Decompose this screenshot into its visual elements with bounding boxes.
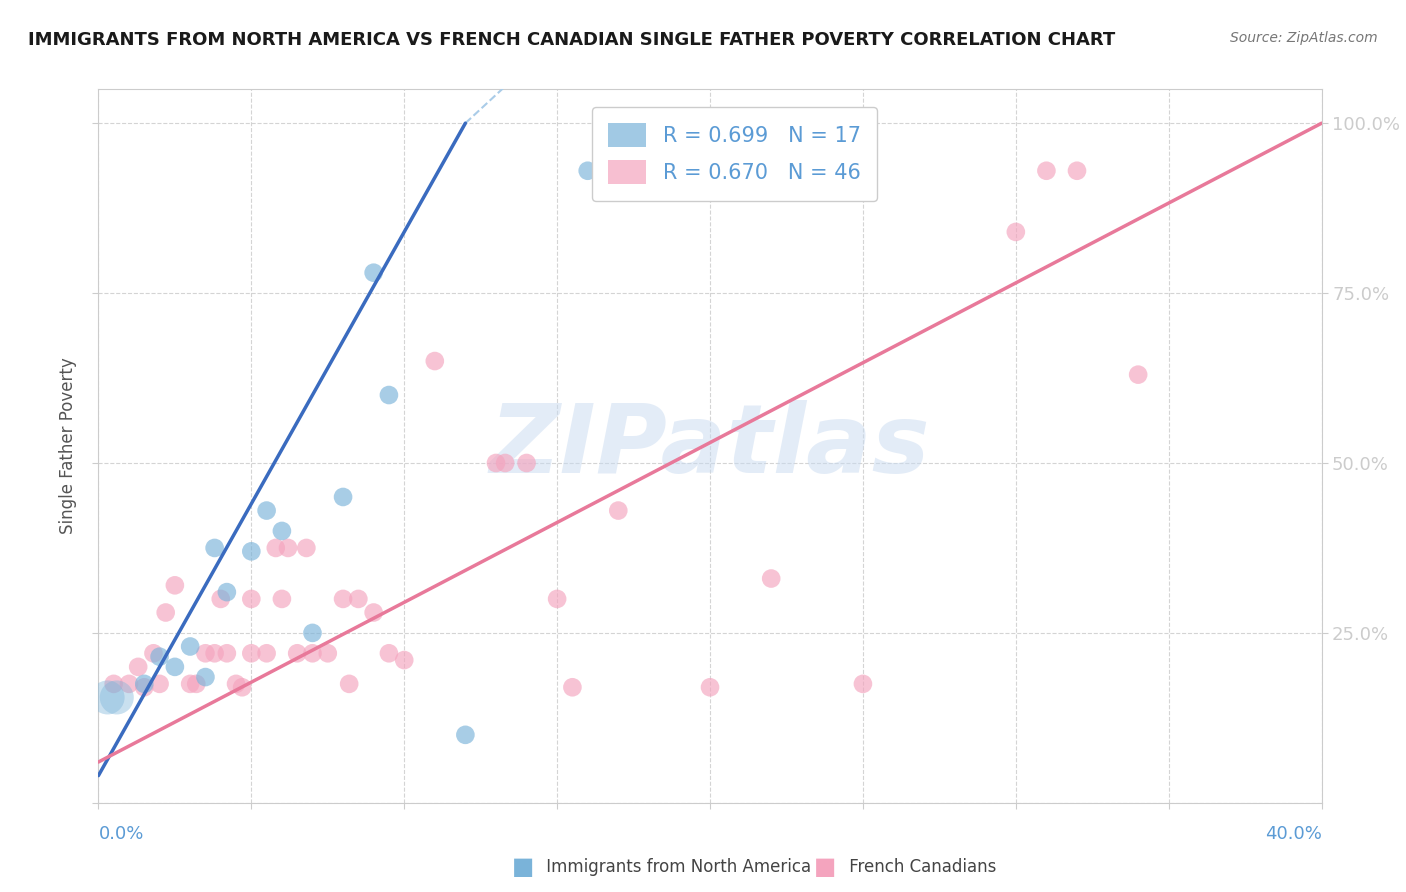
Point: [301, 646, 323, 660]
Point: [142, 646, 165, 660]
Point: [347, 591, 370, 606]
Point: [485, 456, 508, 470]
Point: [270, 591, 294, 606]
Point: [204, 646, 226, 660]
Text: 0.0%: 0.0%: [98, 825, 143, 843]
Point: [270, 524, 294, 538]
Point: [285, 646, 308, 660]
Point: [301, 626, 323, 640]
Point: [118, 677, 141, 691]
Point: [759, 572, 782, 586]
Y-axis label: Single Father Poverty: Single Father Poverty: [59, 358, 77, 534]
Point: [179, 640, 201, 654]
Point: [378, 388, 401, 402]
Point: [240, 591, 263, 606]
Point: [1035, 163, 1057, 178]
Point: [240, 544, 263, 558]
Point: [163, 660, 186, 674]
Point: [852, 677, 875, 691]
Point: [149, 677, 172, 691]
Point: [103, 677, 125, 691]
Point: [699, 680, 721, 694]
Point: [1004, 225, 1026, 239]
Text: Source: ZipAtlas.com: Source: ZipAtlas.com: [1230, 31, 1378, 45]
Point: [215, 646, 238, 660]
Text: French Canadians: French Canadians: [844, 858, 995, 876]
Point: [225, 677, 247, 691]
Point: [179, 677, 201, 691]
Point: [163, 578, 186, 592]
Point: [295, 541, 318, 555]
Point: [576, 163, 599, 178]
Text: ZIPatlas: ZIPatlas: [489, 400, 931, 492]
Point: [561, 680, 583, 694]
Point: [215, 585, 238, 599]
Legend: R = 0.699   N = 17, R = 0.670   N = 46: R = 0.699 N = 17, R = 0.670 N = 46: [592, 107, 877, 201]
Text: Immigrants from North America: Immigrants from North America: [541, 858, 811, 876]
Point: [204, 541, 226, 555]
Point: [516, 456, 538, 470]
Point: [256, 503, 278, 517]
Point: [332, 490, 354, 504]
Point: [127, 660, 149, 674]
Point: [1066, 163, 1088, 178]
Text: ■: ■: [512, 855, 534, 879]
Point: [592, 163, 614, 178]
Text: IMMIGRANTS FROM NORTH AMERICA VS FRENCH CANADIAN SINGLE FATHER POVERTY CORRELATI: IMMIGRANTS FROM NORTH AMERICA VS FRENCH …: [28, 31, 1115, 49]
Point: [332, 591, 354, 606]
Text: ■: ■: [814, 855, 837, 879]
Point: [105, 690, 128, 705]
Point: [546, 591, 568, 606]
Point: [194, 646, 217, 660]
Point: [209, 591, 232, 606]
Point: [363, 606, 385, 620]
Point: [134, 680, 156, 694]
Point: [97, 690, 120, 705]
Point: [363, 266, 385, 280]
Point: [316, 646, 339, 660]
Point: [423, 354, 446, 368]
Point: [454, 728, 477, 742]
Point: [378, 646, 401, 660]
Point: [240, 646, 263, 660]
Point: [277, 541, 299, 555]
Point: [337, 677, 360, 691]
Point: [155, 606, 177, 620]
Point: [494, 456, 516, 470]
Point: [186, 677, 208, 691]
Point: [134, 677, 156, 691]
Point: [149, 649, 172, 664]
Point: [231, 680, 253, 694]
Point: [1128, 368, 1150, 382]
Point: [607, 503, 630, 517]
Text: 40.0%: 40.0%: [1265, 825, 1322, 843]
Point: [194, 670, 217, 684]
Point: [264, 541, 287, 555]
Point: [392, 653, 416, 667]
Point: [256, 646, 278, 660]
